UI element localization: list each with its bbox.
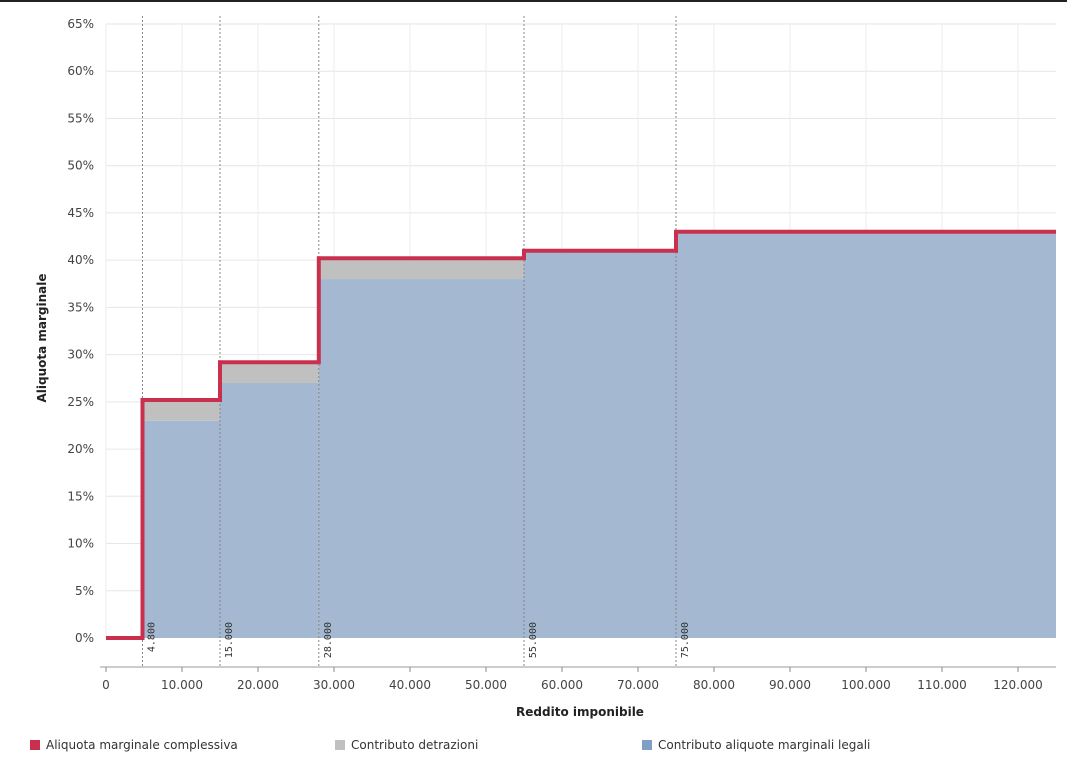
y-tick-label: 60% bbox=[67, 64, 94, 78]
x-tick-label: 80.000 bbox=[693, 678, 735, 692]
y-tick-label: 30% bbox=[67, 348, 94, 362]
x-tick-label: 20.000 bbox=[237, 678, 279, 692]
deduction-area bbox=[220, 362, 319, 383]
threshold-label: 28.000 bbox=[323, 622, 334, 658]
x-tick-label: 60.000 bbox=[541, 678, 583, 692]
x-tick-label: 110.000 bbox=[917, 678, 967, 692]
legal-rate-area bbox=[142, 420, 220, 638]
x-tick-label: 100.000 bbox=[841, 678, 891, 692]
y-tick-label: 15% bbox=[67, 489, 94, 503]
y-tick-label: 20% bbox=[67, 442, 94, 456]
x-axis-title: Reddito imponibile bbox=[516, 705, 644, 719]
marginal-rate-chart: 4.800 15.000 28.000 55.000 75.000 0% 5% 10% 15%… bbox=[35, 16, 1056, 719]
y-tick-label: 10% bbox=[67, 537, 94, 551]
y-tick-label: 35% bbox=[67, 300, 94, 314]
y-tick-label: 25% bbox=[67, 395, 94, 409]
deduction-area bbox=[318, 258, 524, 280]
legend-swatch-deductions bbox=[335, 740, 345, 750]
top-border bbox=[0, 0, 1067, 2]
legend-item-legal-rates: Contributo aliquote marginali legali bbox=[642, 738, 870, 752]
x-tick-label: 90.000 bbox=[769, 678, 811, 692]
legal-rate-area bbox=[524, 250, 676, 638]
legend-label-total: Aliquota marginale complessiva bbox=[46, 738, 238, 752]
axis-layer: 0% 5% 10% 15% 20% 25% 30% 35% 40% 45% 50% 55% 60% 65%… bbox=[67, 17, 1056, 692]
threshold-label: 4.800 bbox=[146, 622, 157, 652]
deduction-area bbox=[142, 399, 220, 421]
y-tick-label: 0% bbox=[75, 631, 94, 645]
x-tick-label: 70.000 bbox=[617, 678, 659, 692]
legend: Aliquota marginale complessiva Contribut… bbox=[30, 738, 1060, 756]
y-tick-label: 45% bbox=[67, 206, 94, 220]
x-tick-label: 50.000 bbox=[465, 678, 507, 692]
y-tick-label: 40% bbox=[67, 253, 94, 267]
total-rate-line bbox=[106, 229, 1056, 640]
legal-rate-area bbox=[318, 279, 524, 638]
legend-label-deductions: Contributo detrazioni bbox=[351, 738, 479, 752]
y-tick-label: 65% bbox=[67, 17, 94, 31]
x-tick-label: 10.000 bbox=[161, 678, 203, 692]
legal-rate-area bbox=[676, 231, 1056, 639]
legend-swatch-total bbox=[30, 740, 40, 750]
threshold-label: 15.000 bbox=[224, 622, 235, 658]
legend-item-deductions: Contributo detrazioni bbox=[335, 738, 478, 752]
y-axis-title: Aliquota marginale bbox=[35, 273, 49, 402]
legend-item-total: Aliquota marginale complessiva bbox=[30, 738, 238, 752]
y-tick-label: 5% bbox=[75, 584, 94, 598]
line-layer bbox=[106, 229, 1056, 640]
threshold-label: 55.000 bbox=[528, 622, 539, 658]
y-tick-label: 50% bbox=[67, 159, 94, 173]
threshold-label: 75.000 bbox=[680, 622, 691, 658]
x-tick-label: 0 bbox=[102, 678, 110, 692]
y-tick-label: 55% bbox=[67, 111, 94, 125]
x-tick-label: 40.000 bbox=[389, 678, 431, 692]
x-tick-label: 120.000 bbox=[993, 678, 1043, 692]
x-tick-label: 30.000 bbox=[313, 678, 355, 692]
area-layer bbox=[142, 231, 1056, 639]
legend-swatch-legal-rates bbox=[642, 740, 652, 750]
legal-rate-area bbox=[220, 382, 319, 638]
legend-label-legal-rates: Contributo aliquote marginali legali bbox=[658, 738, 871, 752]
